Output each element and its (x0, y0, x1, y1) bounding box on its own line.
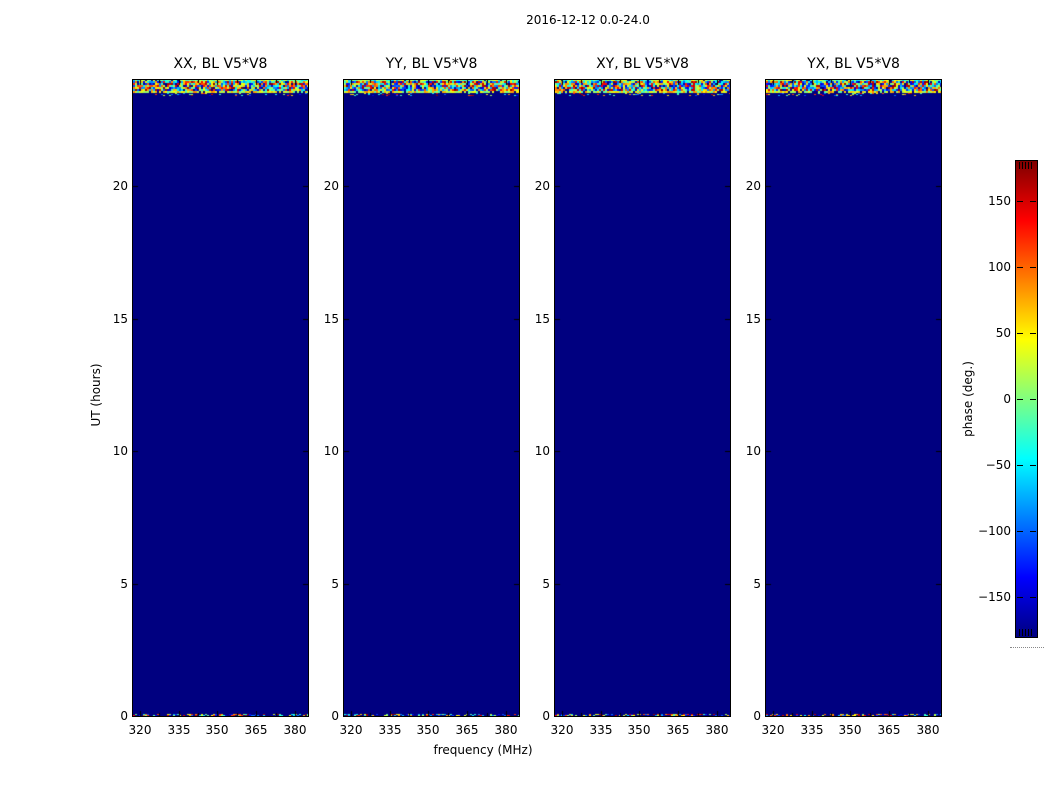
x-tick-label: 335 (167, 723, 191, 737)
colorbar-hatch-bottom (1019, 629, 1034, 636)
x-tick-label: 320 (339, 723, 363, 737)
y-tick-label: 15 (534, 312, 550, 326)
x-tick-label: 335 (589, 723, 613, 737)
colorbar-tick-mark (1030, 465, 1036, 466)
heatmap-image-xx (133, 80, 308, 716)
colorbar-tick-mark (1017, 333, 1023, 334)
y-tick-label: 5 (753, 577, 761, 591)
x-tick-label: 320 (550, 723, 574, 737)
figure-title: 2016-12-12 0.0-24.0 (526, 13, 650, 27)
y-tick-label: 5 (120, 577, 128, 591)
heatmap-image-yy (344, 80, 519, 716)
heatmap-panel-xx (132, 79, 309, 717)
x-tick-label: 320 (128, 723, 152, 737)
y-tick-label: 20 (112, 179, 128, 193)
colorbar-tick-label: 50 (995, 326, 1011, 340)
x-tick-label: 320 (761, 723, 785, 737)
colorbar-tick-mark (1030, 399, 1036, 400)
subplot-title-xx: XX, BL V5*V8 (173, 56, 268, 72)
y-tick-label: 0 (120, 709, 128, 723)
y-tick-label: 10 (112, 444, 128, 458)
heatmap-image-xy (555, 80, 730, 716)
y-tick-label: 20 (323, 179, 339, 193)
y-axis-label: UT (hours) (89, 363, 103, 427)
y-tick-label: 5 (542, 577, 550, 591)
x-tick-label: 350 (416, 723, 440, 737)
subplot-title-yy: YY, BL V5*V8 (385, 56, 478, 72)
x-tick-label: 335 (800, 723, 824, 737)
y-tick-label: 20 (745, 179, 761, 193)
colorbar-tick-mark (1017, 267, 1023, 268)
colorbar-dotted-line (1010, 647, 1044, 648)
y-tick-label: 10 (323, 444, 339, 458)
colorbar-hatch-top (1019, 162, 1034, 169)
colorbar-tick-mark (1017, 531, 1023, 532)
y-tick-label: 0 (331, 709, 339, 723)
x-tick-label: 350 (838, 723, 862, 737)
colorbar-tick-mark (1030, 597, 1036, 598)
colorbar-tick-label: −100 (978, 524, 1011, 538)
colorbar-tick-mark (1030, 531, 1036, 532)
y-tick-label: 20 (534, 179, 550, 193)
colorbar-tick-mark (1017, 465, 1023, 466)
x-tick-label: 350 (627, 723, 651, 737)
colorbar-tick-label: −150 (978, 590, 1011, 604)
colorbar-tick-mark (1030, 201, 1036, 202)
y-tick-label: 0 (542, 709, 550, 723)
x-tick-label: 365 (455, 723, 479, 737)
x-axis-label: frequency (MHz) (433, 743, 533, 757)
y-tick-label: 10 (534, 444, 550, 458)
colorbar-tick-mark (1030, 267, 1036, 268)
x-tick-label: 380 (705, 723, 729, 737)
subplot-title-yx: YX, BL V5*V8 (807, 56, 900, 72)
colorbar-tick-label: −50 (985, 458, 1011, 472)
colorbar (1015, 160, 1038, 638)
colorbar-tick-label: 100 (988, 260, 1011, 274)
y-tick-label: 0 (753, 709, 761, 723)
colorbar-tick-label: 0 (1003, 392, 1011, 406)
x-tick-label: 365 (666, 723, 690, 737)
colorbar-tick-mark (1017, 597, 1023, 598)
x-tick-label: 380 (494, 723, 518, 737)
x-tick-label: 350 (205, 723, 229, 737)
colorbar-tick-mark (1017, 399, 1023, 400)
x-tick-label: 365 (877, 723, 901, 737)
x-tick-label: 335 (378, 723, 402, 737)
y-tick-label: 15 (323, 312, 339, 326)
y-tick-label: 15 (745, 312, 761, 326)
heatmap-panel-xy (554, 79, 731, 717)
colorbar-tick-mark (1017, 201, 1023, 202)
heatmap-panel-yx (765, 79, 942, 717)
x-tick-label: 380 (283, 723, 307, 737)
heatmap-panel-yy (343, 79, 520, 717)
y-tick-label: 10 (745, 444, 761, 458)
y-tick-label: 15 (112, 312, 128, 326)
heatmap-image-yx (766, 80, 941, 716)
x-tick-label: 365 (244, 723, 268, 737)
colorbar-tick-label: 150 (988, 194, 1011, 208)
y-tick-label: 5 (331, 577, 339, 591)
subplot-title-xy: XY, BL V5*V8 (596, 56, 689, 72)
colorbar-tick-mark (1030, 333, 1036, 334)
x-tick-label: 380 (916, 723, 940, 737)
